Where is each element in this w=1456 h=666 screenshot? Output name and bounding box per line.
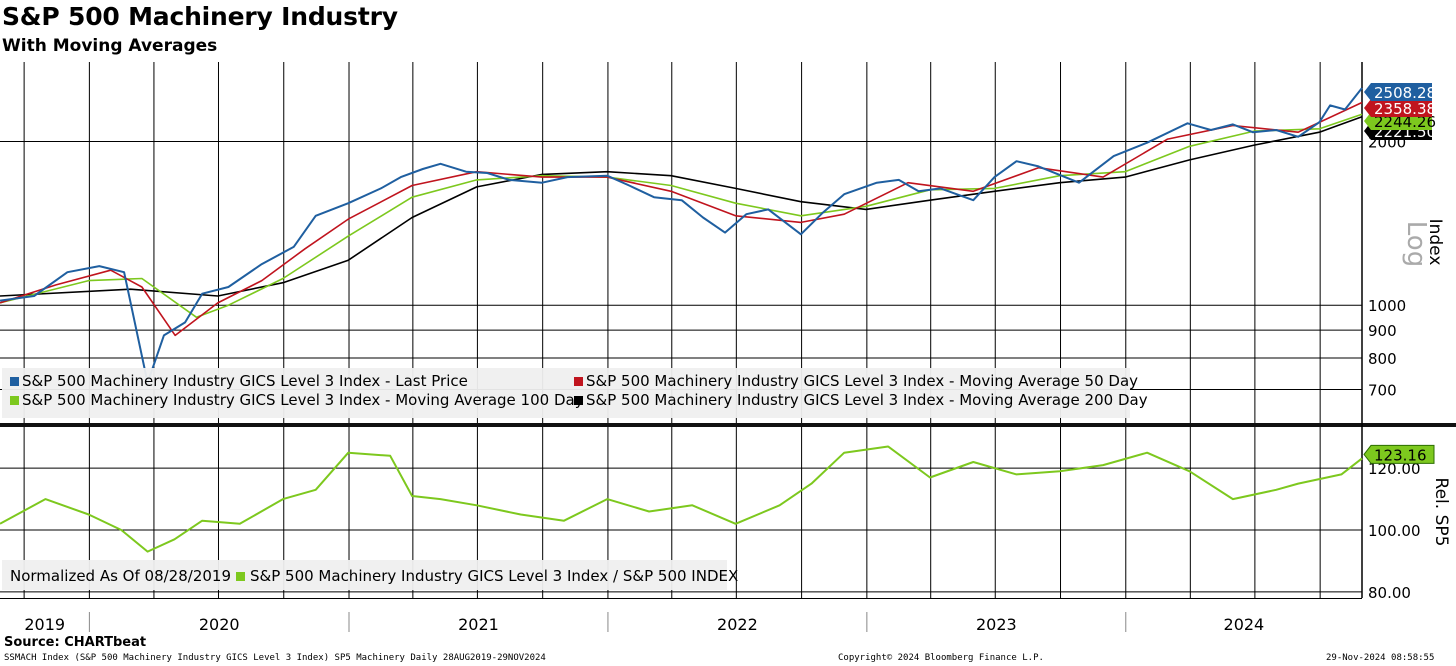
chart-subtitle: With Moving Averages	[2, 36, 218, 56]
legend-box	[2, 368, 1130, 418]
source-note: Source: CHARTbeat	[4, 635, 147, 650]
x-tick-label-2024: 2024	[1224, 615, 1265, 634]
last-value-label-ma50: 2358.38	[1374, 100, 1436, 118]
rel-legend-label: S&P 500 Machinery Industry GICS Level 3 …	[250, 567, 738, 585]
footer-copyright: Copyright© 2024 Bloomberg Finance L.P.	[838, 653, 1044, 663]
last-value-label-last: 2508.28	[1374, 84, 1436, 102]
y-tick-label-700: 700	[1368, 381, 1397, 399]
chart-title: S&P 500 Machinery Industry	[2, 2, 398, 31]
y-tick-label-1000: 1000	[1368, 297, 1406, 315]
legend-swatch-ma50	[574, 377, 583, 386]
x-tick-label-2019: 2019	[24, 615, 65, 634]
panel-separator	[0, 423, 1456, 427]
grid-lines	[0, 62, 1362, 598]
last-value-label-ma100: 2244.26	[1374, 113, 1436, 131]
rel-y-tick-label-120: 120.00	[1368, 460, 1421, 478]
last-value-tag-ma50	[1364, 99, 1432, 117]
rel-legend-box	[2, 560, 727, 590]
x-tick-label-2022: 2022	[717, 615, 758, 634]
legend-swatch-ma100	[10, 396, 19, 405]
rel-y-tick-label-80: 80.00	[1368, 584, 1411, 602]
legend-label-ma200: S&P 500 Machinery Industry GICS Level 3 …	[586, 391, 1148, 409]
legend-swatch-ma200	[574, 396, 583, 405]
footer-timestamp: 29-Nov-2024 08:58:55	[1326, 653, 1435, 663]
y-tick-label-900: 900	[1368, 322, 1397, 340]
series-line-rel	[0, 445, 1363, 553]
series-line-last	[0, 87, 1363, 384]
x-tick-label-2021: 2021	[458, 615, 499, 634]
legend-label-last: S&P 500 Machinery Industry GICS Level 3 …	[22, 372, 468, 390]
series-line-ma200	[0, 115, 1363, 297]
legend-label-ma50: S&P 500 Machinery Industry GICS Level 3 …	[586, 372, 1138, 390]
x-tick-label-2020: 2020	[199, 615, 240, 634]
rel-last-value-label: 123.16	[1374, 446, 1427, 464]
log-scale-label: Log	[1401, 221, 1431, 267]
footer-ticker-note: SSMACH Index (S&P 500 Machinery Industry…	[4, 653, 546, 663]
rel-y-tick-label-100: 100.00	[1368, 522, 1421, 540]
y-axis-label: Index	[1425, 219, 1445, 266]
legend-label-ma100: S&P 500 Machinery Industry GICS Level 3 …	[22, 391, 584, 409]
normalized-note: Normalized As Of 08/28/2019	[10, 567, 231, 585]
series-line-ma100	[0, 113, 1363, 319]
rel-last-value-tag	[1363, 444, 1435, 464]
last-value-tag-last	[1364, 83, 1432, 101]
x-tick-label-2023: 2023	[976, 615, 1017, 634]
legend-swatch-last	[10, 377, 19, 386]
series-line-ma50	[0, 101, 1363, 337]
rel-legend-swatch	[236, 572, 245, 581]
y-tick-label-800: 800	[1368, 350, 1397, 368]
rel-y-axis-label: Rel. SP5	[1431, 478, 1451, 547]
